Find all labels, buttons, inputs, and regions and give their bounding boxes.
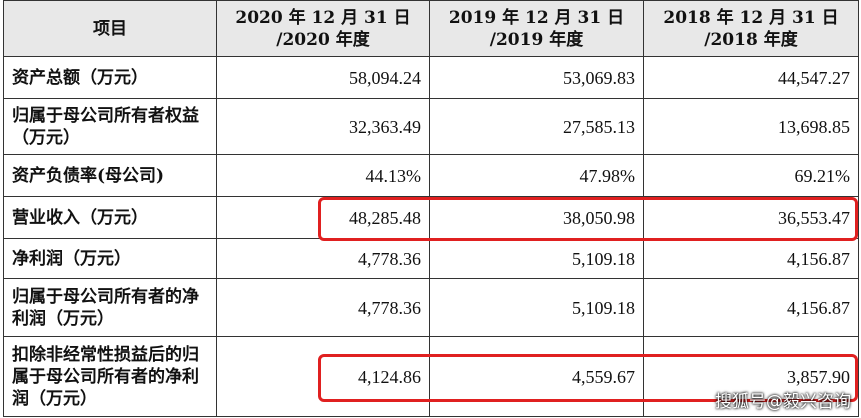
- row-label: 净利润（万元）: [3, 238, 217, 279]
- cell-2019: 27,585.13: [429, 98, 644, 155]
- table-row: 归属于母公司所有者权益（万元） 32,363.49 27,585.13 13,6…: [3, 98, 859, 155]
- row-label: 归属于母公司所有者权益（万元）: [3, 98, 217, 155]
- table-row: 资产总额（万元） 58,094.24 53,069.83 44,547.27: [3, 56, 859, 99]
- header-2018: 2018 年 12 月 31 日/2018 年度: [643, 0, 859, 57]
- cell-2019: 53,069.83: [429, 56, 644, 99]
- cell-2018: 4,156.87: [643, 278, 859, 337]
- table-row: 净利润（万元） 4,778.36 5,109.18 4,156.87: [3, 238, 859, 279]
- row-label: 资产负债率(母公司): [3, 154, 217, 197]
- header-item: 项目: [3, 0, 217, 57]
- cell-2020: 4,778.36: [216, 278, 430, 337]
- cell-2020: 48,285.48: [216, 196, 430, 239]
- row-label: 营业收入（万元）: [3, 196, 217, 239]
- cell-2018: 4,156.87: [643, 238, 859, 279]
- cell-2019: 5,109.18: [429, 278, 644, 337]
- cell-2019: 4,559.67: [429, 336, 644, 417]
- cell-2020: 4,778.36: [216, 238, 430, 279]
- row-label: 扣除非经常性损益后的归属于母公司所有者的净利润（万元）: [3, 336, 217, 417]
- cell-2020: 4,124.86: [216, 336, 430, 417]
- cell-2018: 69.21%: [643, 154, 859, 197]
- cell-2020: 32,363.49: [216, 98, 430, 155]
- header-2019: 2019 年 12 月 31 日/2019 年度: [429, 0, 644, 57]
- cell-2018: 3,857.90: [643, 336, 859, 417]
- table-row: 扣除非经常性损益后的归属于母公司所有者的净利润（万元） 4,124.86 4,5…: [3, 336, 859, 417]
- row-label: 资产总额（万元）: [3, 56, 217, 99]
- cell-2020: 58,094.24: [216, 56, 430, 99]
- watermark: 搜狐号@毅兴咨询: [715, 392, 851, 412]
- cell-2019: 38,050.98: [429, 196, 644, 239]
- cell-2019: 47.98%: [429, 154, 644, 197]
- table-row: 资产负债率(母公司) 44.13% 47.98% 69.21%: [3, 154, 859, 197]
- header-row: 项目 2020 年 12 月 31 日/2020 年度 2019 年 12 月 …: [3, 0, 859, 57]
- cell-2018: 44,547.27: [643, 56, 859, 99]
- header-2020: 2020 年 12 月 31 日/2020 年度: [216, 0, 430, 57]
- table-row: 归属于母公司所有者的净利润（万元） 4,778.36 5,109.18 4,15…: [3, 278, 859, 337]
- cell-2019: 5,109.18: [429, 238, 644, 279]
- table-row: 营业收入（万元） 48,285.48 38,050.98 36,553.47: [3, 196, 859, 239]
- financial-table: 项目 2020 年 12 月 31 日/2020 年度 2019 年 12 月 …: [3, 0, 859, 417]
- cell-2020: 44.13%: [216, 154, 430, 197]
- cell-2018: 36,553.47: [643, 196, 859, 239]
- cell-2018: 13,698.85: [643, 98, 859, 155]
- row-label: 归属于母公司所有者的净利润（万元）: [3, 278, 217, 337]
